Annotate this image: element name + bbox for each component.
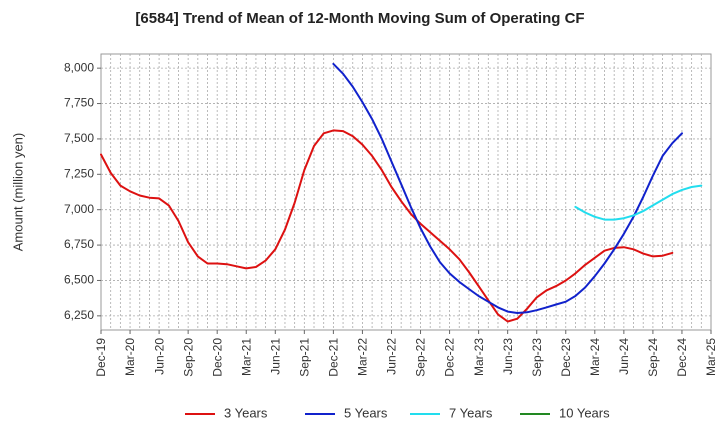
x-tick-label: Sep-24 <box>646 338 660 377</box>
y-tick-label: 6,750 <box>64 237 94 251</box>
x-tick-label: Mar-25 <box>704 338 718 376</box>
x-tick-label: Dec-19 <box>94 338 108 377</box>
x-axis-ticks: Dec-19 Mar-20 Jun-20 Sep-20 Dec-20 Mar-21 Jun-… <box>94 330 718 377</box>
y-axis-label: Amount (million yen) <box>10 133 25 252</box>
series-line-3-years <box>100 129 674 323</box>
y-tick-label: 7,000 <box>64 202 94 216</box>
x-tick-label: Jun-23 <box>501 338 515 375</box>
x-tick-label: Jun-24 <box>617 338 631 375</box>
x-tick-label: Jun-22 <box>385 338 399 375</box>
x-tick-label: Mar-23 <box>472 338 486 376</box>
x-tick-label: Sep-21 <box>298 338 312 377</box>
x-tick-label: Dec-24 <box>675 338 689 377</box>
y-tick-label: 6,500 <box>64 273 94 287</box>
x-tick-label: Mar-22 <box>356 338 370 376</box>
series-lines <box>100 62 703 323</box>
series-line-7-years <box>574 184 703 221</box>
legend-label: 10 Years <box>559 405 610 420</box>
plot-area-border <box>100 53 712 331</box>
y-tick-label: 6,250 <box>64 308 94 322</box>
legend-label: 3 Years <box>224 405 268 420</box>
legend: 3 Years 5 Years 7 Years 10 Years <box>185 405 610 420</box>
x-tick-label: Jun-20 <box>152 338 166 375</box>
legend-label: 5 Years <box>344 405 388 420</box>
y-tick-label: 7,750 <box>64 96 94 110</box>
x-tick-label: Dec-23 <box>559 338 573 377</box>
y-tick-label: 7,500 <box>64 131 94 145</box>
legend-label: 7 Years <box>449 405 493 420</box>
chart-title: [6584] Trend of Mean of 12-Month Moving … <box>135 10 585 27</box>
x-tick-label: Sep-22 <box>414 338 428 377</box>
y-axis-ticks: 6,250 6,500 6,750 7,000 7,250 7,500 7,750 8,000 <box>64 60 101 322</box>
x-tick-label: Dec-20 <box>210 338 224 377</box>
grid-lines <box>101 54 711 330</box>
y-tick-label: 7,250 <box>64 166 94 180</box>
x-tick-label: Sep-20 <box>181 338 195 377</box>
series-line-5-years <box>332 62 683 314</box>
x-tick-label: Mar-21 <box>239 338 253 376</box>
y-tick-label: 8,000 <box>64 60 94 74</box>
x-tick-label: Mar-24 <box>588 338 602 376</box>
x-tick-label: Sep-23 <box>530 338 544 377</box>
x-tick-label: Jun-21 <box>268 338 282 375</box>
x-tick-label: Dec-22 <box>443 338 457 377</box>
x-tick-label: Dec-21 <box>327 338 341 377</box>
x-tick-label: Mar-20 <box>123 338 137 376</box>
